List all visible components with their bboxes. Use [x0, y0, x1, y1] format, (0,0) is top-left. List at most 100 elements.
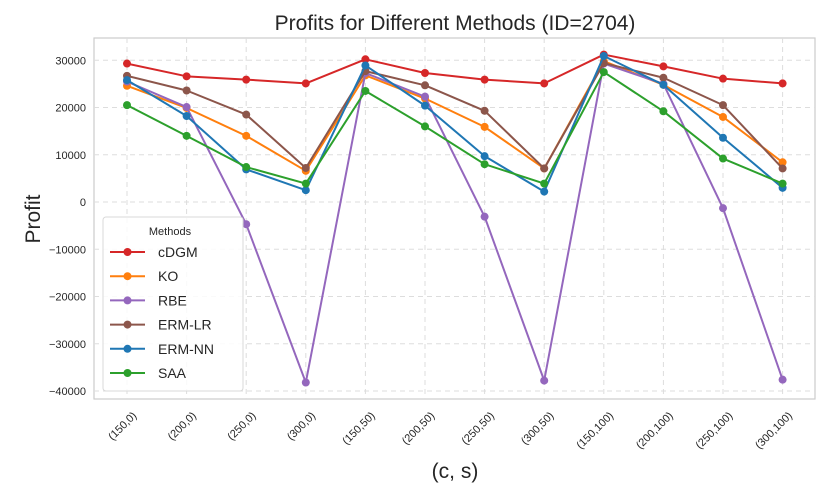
data-point	[182, 72, 191, 81]
y-tick-label: 10000	[55, 150, 86, 162]
data-point	[778, 79, 787, 88]
y-tick-label: −10000	[49, 244, 86, 256]
data-point	[242, 131, 251, 140]
data-point	[719, 101, 727, 110]
data-point	[480, 152, 489, 161]
legend-label: RBE	[158, 292, 187, 308]
legend-swatch-marker	[123, 320, 132, 329]
data-point	[361, 55, 370, 64]
series-line	[126, 54, 784, 193]
series-line	[126, 53, 783, 85]
data-point	[480, 212, 489, 221]
legend-swatch-marker	[123, 344, 132, 353]
data-point	[778, 179, 787, 188]
x-tick-label: (250,100)	[694, 410, 736, 452]
data-point	[540, 187, 549, 196]
legend-box	[102, 216, 244, 392]
legend-swatch-marker	[123, 369, 132, 377]
x-tick-labels: (150,0) (200,0) (250,0) (300,0) (150,50) (200…	[106, 410, 795, 452]
data-point	[182, 103, 191, 112]
legend-item-ko: KO	[110, 268, 178, 284]
data-point	[242, 75, 251, 84]
legend-item-rbe: RBE	[110, 292, 187, 308]
legend-label: ERM-LR	[158, 317, 212, 333]
data-point	[421, 81, 429, 90]
data-point	[123, 59, 131, 68]
data-point	[719, 154, 727, 163]
data-point	[659, 62, 668, 71]
data-point	[659, 80, 668, 89]
series-erm-lr	[123, 59, 787, 173]
data-point	[719, 112, 727, 121]
series-erm-nn	[123, 51, 787, 196]
x-tick-label: (300,50)	[519, 410, 556, 447]
chart-title: Profits for Different Methods (ID=2704)	[275, 12, 636, 35]
data-point	[301, 378, 310, 387]
legend-swatch-marker	[123, 272, 132, 281]
data-point	[421, 92, 429, 101]
series-lines	[123, 50, 787, 387]
data-point	[778, 375, 787, 384]
data-point	[659, 73, 668, 82]
y-tick-label: −40000	[49, 386, 86, 398]
legend-title: Methods	[149, 226, 192, 238]
data-point	[242, 163, 251, 172]
x-tick-label: (250,50)	[459, 410, 496, 447]
legend-label: KO	[158, 268, 178, 284]
series-cdgm	[123, 50, 787, 88]
data-point	[778, 158, 787, 167]
data-point	[361, 61, 370, 70]
x-tick-label: (200,50)	[400, 410, 437, 447]
data-point	[719, 133, 727, 142]
y-tick-label: 20000	[55, 103, 86, 115]
legend-item-erm-nn: ERM-NN	[110, 341, 214, 357]
data-point	[778, 164, 787, 173]
legend-label: cDGM	[158, 244, 198, 260]
data-point	[599, 68, 608, 77]
data-point	[361, 86, 370, 95]
x-tick-label: (300,0)	[285, 410, 318, 443]
y-axis-label: Profit	[22, 194, 45, 243]
data-point	[421, 122, 429, 131]
x-tick-label: (150,0)	[106, 410, 139, 443]
series-line	[126, 71, 783, 185]
y-tick-label: −30000	[49, 339, 86, 351]
x-tick-label: (250,0)	[225, 410, 258, 443]
series-line	[126, 60, 784, 172]
series-saa	[123, 68, 787, 188]
data-point	[480, 106, 489, 115]
data-point	[123, 76, 131, 85]
legend-item-saa: SAA	[110, 365, 187, 381]
x-tick-label: (150,100)	[574, 410, 616, 452]
data-point	[182, 131, 191, 140]
legend-item-erm-lr: ERM-LR	[110, 317, 212, 333]
data-point	[421, 101, 429, 110]
legend-item-cdgm: cDGM	[110, 244, 198, 260]
legend-label: SAA	[158, 365, 187, 381]
x-axis-label: (c, s)	[432, 460, 479, 483]
data-point	[540, 79, 549, 88]
data-point	[480, 75, 489, 84]
legend-swatch-marker	[123, 296, 132, 305]
data-point	[301, 163, 310, 172]
data-point	[123, 101, 131, 110]
x-tick-label: (150,50)	[340, 410, 377, 447]
data-point	[242, 110, 251, 119]
x-tick-label: (200,100)	[634, 410, 676, 452]
data-point	[480, 160, 489, 169]
data-point	[719, 204, 727, 213]
data-point	[421, 69, 429, 78]
legend-swatch-marker	[123, 248, 132, 256]
y-tick-label: 30000	[55, 55, 86, 67]
x-tick-label: (200,0)	[166, 410, 199, 443]
data-point	[182, 112, 191, 121]
y-tick-label: −20000	[49, 292, 86, 304]
data-point	[540, 179, 549, 188]
y-tick-label: 0	[80, 197, 86, 209]
data-point	[301, 179, 310, 188]
data-point	[659, 107, 668, 116]
legend-label: ERM-NN	[158, 341, 214, 357]
data-point	[719, 74, 727, 83]
data-point	[301, 186, 310, 195]
